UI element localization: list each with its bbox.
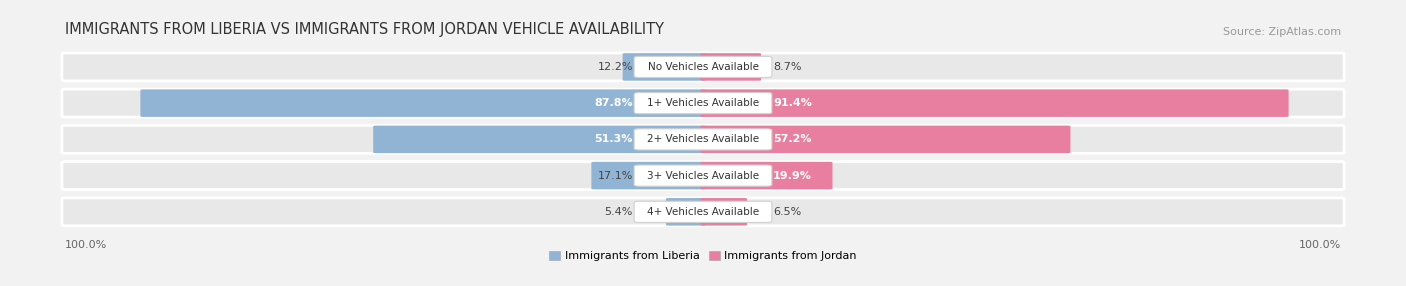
Text: 6.5%: 6.5%: [773, 207, 801, 217]
Text: 5.4%: 5.4%: [605, 207, 633, 217]
Text: 100.0%: 100.0%: [1299, 240, 1341, 250]
Text: 19.9%: 19.9%: [773, 171, 813, 180]
Text: 17.1%: 17.1%: [598, 171, 633, 180]
Text: 57.2%: 57.2%: [773, 134, 811, 144]
FancyBboxPatch shape: [700, 126, 1070, 153]
Text: 3+ Vehicles Available: 3+ Vehicles Available: [647, 171, 759, 180]
FancyBboxPatch shape: [666, 198, 706, 226]
FancyBboxPatch shape: [592, 162, 706, 189]
Text: 8.7%: 8.7%: [773, 62, 801, 72]
Text: No Vehicles Available: No Vehicles Available: [648, 62, 758, 72]
FancyBboxPatch shape: [700, 198, 747, 226]
Text: Source: ZipAtlas.com: Source: ZipAtlas.com: [1223, 27, 1341, 37]
Text: 1+ Vehicles Available: 1+ Vehicles Available: [647, 98, 759, 108]
FancyBboxPatch shape: [634, 93, 772, 114]
FancyBboxPatch shape: [62, 53, 1344, 81]
FancyBboxPatch shape: [623, 53, 706, 81]
FancyBboxPatch shape: [634, 129, 772, 150]
Text: 87.8%: 87.8%: [595, 98, 633, 108]
Text: 4+ Vehicles Available: 4+ Vehicles Available: [647, 207, 759, 217]
FancyBboxPatch shape: [700, 90, 1289, 117]
Text: 51.3%: 51.3%: [595, 134, 633, 144]
Text: 91.4%: 91.4%: [773, 98, 813, 108]
Legend: Immigrants from Liberia, Immigrants from Jordan: Immigrants from Liberia, Immigrants from…: [546, 247, 860, 266]
FancyBboxPatch shape: [373, 126, 706, 153]
FancyBboxPatch shape: [634, 165, 772, 186]
FancyBboxPatch shape: [62, 198, 1344, 226]
FancyBboxPatch shape: [62, 162, 1344, 190]
FancyBboxPatch shape: [700, 53, 761, 81]
Text: IMMIGRANTS FROM LIBERIA VS IMMIGRANTS FROM JORDAN VEHICLE AVAILABILITY: IMMIGRANTS FROM LIBERIA VS IMMIGRANTS FR…: [65, 22, 664, 37]
Text: 12.2%: 12.2%: [598, 62, 633, 72]
FancyBboxPatch shape: [634, 201, 772, 223]
FancyBboxPatch shape: [141, 90, 706, 117]
Text: 100.0%: 100.0%: [65, 240, 107, 250]
Text: 2+ Vehicles Available: 2+ Vehicles Available: [647, 134, 759, 144]
FancyBboxPatch shape: [62, 89, 1344, 117]
FancyBboxPatch shape: [634, 56, 772, 78]
FancyBboxPatch shape: [700, 162, 832, 189]
FancyBboxPatch shape: [62, 126, 1344, 153]
